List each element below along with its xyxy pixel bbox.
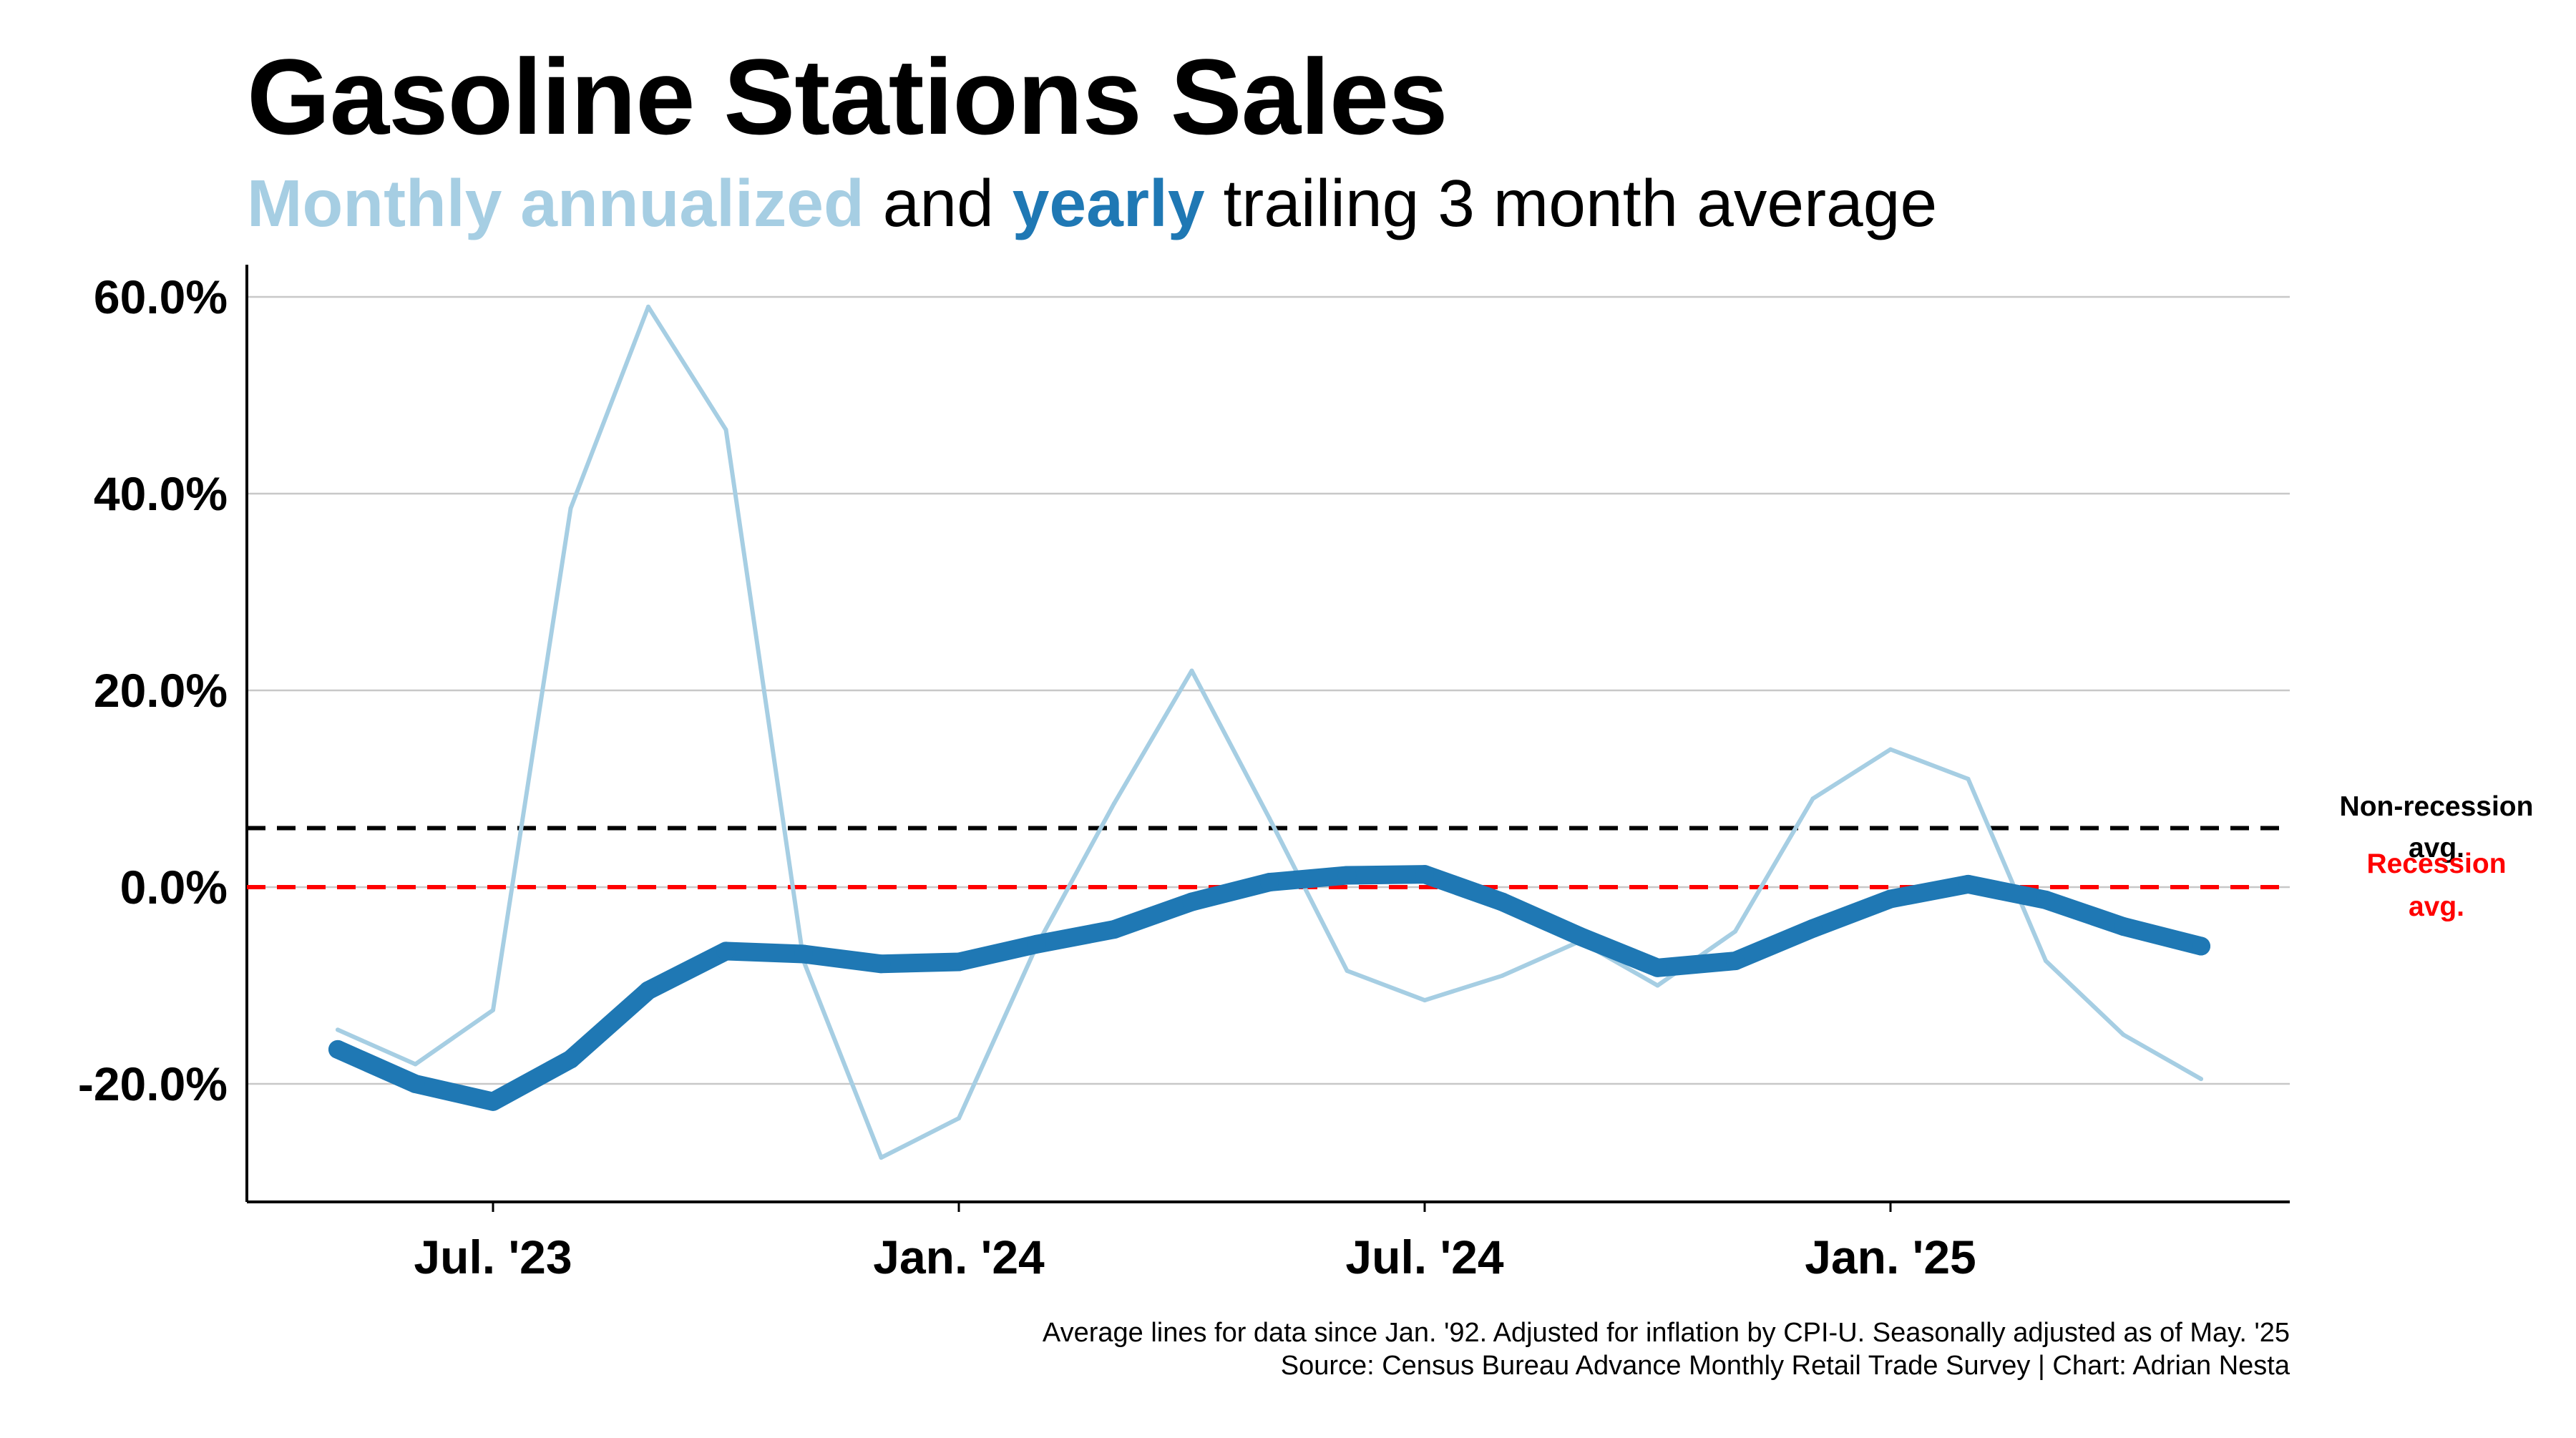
- y-tick-label: 20.0%: [94, 664, 228, 717]
- data-point: [716, 941, 736, 961]
- data-point: [1888, 747, 1893, 752]
- y-tick-label: 40.0%: [94, 467, 228, 520]
- x-tick-label: Jan. '25: [1805, 1231, 1976, 1283]
- data-point: [1648, 958, 1667, 977]
- data-point: [639, 981, 658, 1000]
- data-point: [491, 1007, 495, 1012]
- subtitle-rest-text: trailing 3 month average: [1204, 166, 1938, 240]
- data-point: [484, 1092, 502, 1111]
- recession-avg-label: Recession avg.: [2366, 848, 2506, 922]
- data-point: [1966, 776, 1971, 781]
- data-point: [1337, 866, 1357, 885]
- data-point: [1726, 952, 1745, 971]
- data-point: [957, 1116, 961, 1121]
- y-tick-label: 60.0%: [94, 270, 228, 323]
- data-point: [2199, 1077, 2203, 1082]
- data-point: [2036, 890, 2055, 909]
- data-point: [406, 1075, 425, 1093]
- data-point: [2044, 959, 2048, 964]
- x-tick-label: Jul. '23: [414, 1231, 572, 1283]
- data-point: [568, 506, 573, 511]
- data-point: [1027, 934, 1046, 954]
- y-tick-label: 0.0%: [120, 861, 228, 914]
- data-point: [1810, 796, 1815, 801]
- data-point: [1733, 929, 1737, 934]
- footer-source: Source: Census Bureau Advance Monthly Re…: [1280, 1351, 2290, 1381]
- x-tick-label: Jan. '24: [873, 1231, 1045, 1283]
- non-recession-avg-label: Non-recession avg.: [2340, 791, 2534, 864]
- data-point: [413, 1062, 418, 1067]
- data-point: [1182, 892, 1201, 911]
- y-tick-label: -20.0%: [78, 1057, 228, 1110]
- chart-title: Gasoline Stations Sales: [247, 36, 1448, 157]
- data-point: [1881, 889, 1900, 909]
- yearly-trailing-avg-line: [328, 865, 2210, 1111]
- subtitle-monthly-label: Monthly annualized: [247, 166, 864, 240]
- data-point: [2114, 917, 2133, 936]
- data-point: [1803, 919, 1823, 938]
- chart-subtitle: Monthly annualized and yearly trailing 3…: [247, 170, 1937, 237]
- data-point: [1112, 801, 1116, 806]
- data-point: [1493, 892, 1512, 911]
- data-point: [2192, 936, 2210, 956]
- data-point: [794, 944, 813, 964]
- data-point: [723, 427, 728, 432]
- data-point: [1105, 920, 1123, 939]
- data-point: [879, 1155, 884, 1160]
- data-point: [872, 954, 891, 974]
- data-point: [950, 952, 968, 972]
- data-point: [1500, 973, 1505, 978]
- data-point: [1267, 816, 1272, 821]
- data-point: [1655, 983, 1660, 988]
- data-point: [1189, 668, 1194, 673]
- subtitle-and-text: and: [864, 166, 1013, 240]
- data-point: [1423, 998, 1427, 1003]
- data-point: [1345, 968, 1350, 973]
- data-point: [561, 1050, 580, 1069]
- data-point: [336, 1027, 340, 1032]
- data-point: [1571, 926, 1589, 946]
- data-point: [646, 304, 650, 309]
- data-point: [1958, 874, 1978, 894]
- data-point: [1415, 865, 1434, 884]
- data-point: [328, 1040, 347, 1059]
- subtitle-yearly-label: yearly: [1012, 166, 1205, 240]
- x-tick-label: Jul. '24: [1345, 1231, 1503, 1283]
- data-point: [2121, 1032, 2126, 1037]
- data-point: [1260, 873, 1279, 892]
- footer-note: Average lines for data since Jan. '92. A…: [1042, 1318, 2290, 1348]
- chart-footer: Average lines for data since Jan. '92. A…: [1043, 1316, 2290, 1382]
